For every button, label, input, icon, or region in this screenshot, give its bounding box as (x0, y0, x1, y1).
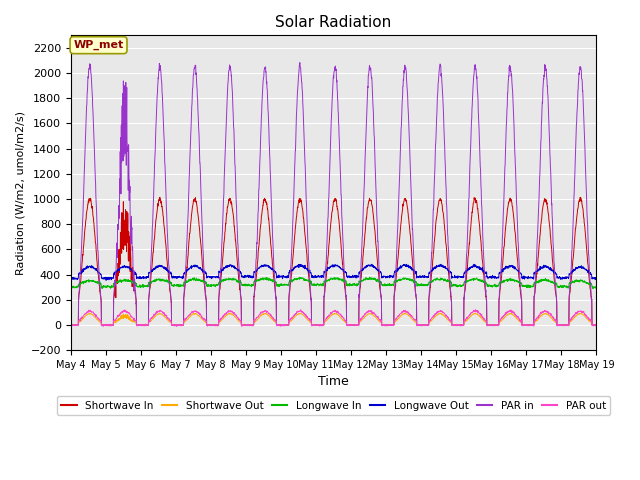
X-axis label: Time: Time (318, 375, 349, 388)
Text: WP_met: WP_met (74, 40, 124, 50)
Y-axis label: Radiation (W/m2, umol/m2/s): Radiation (W/m2, umol/m2/s) (15, 111, 25, 275)
Legend: Shortwave In, Shortwave Out, Longwave In, Longwave Out, PAR in, PAR out: Shortwave In, Shortwave Out, Longwave In… (57, 396, 610, 415)
Title: Solar Radiation: Solar Radiation (275, 15, 392, 30)
